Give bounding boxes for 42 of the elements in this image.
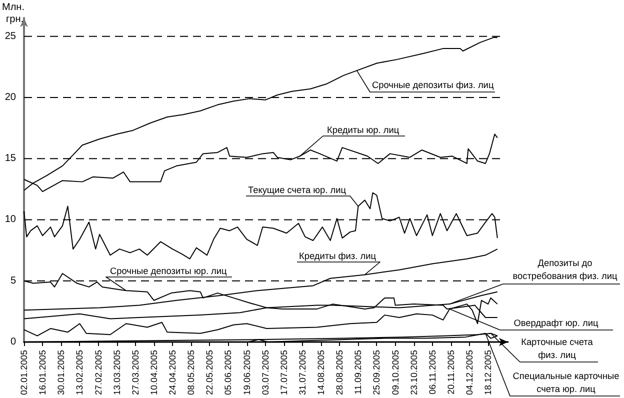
x-tick-label: 24.04.2005: [168, 350, 178, 396]
x-tick-label: 05.06.2005: [223, 350, 234, 396]
x-tick-label: 23.10.2005: [408, 350, 419, 396]
legend-label: Карточные счета физ. лиц: [521, 337, 594, 360]
x-tick-label: 27.02.2005: [93, 350, 104, 396]
x-tick-label: 22.05.2005: [204, 350, 215, 396]
x-tick-label: 11.09.2005: [353, 350, 364, 394]
x-tick-label: 04.12.2005: [464, 350, 475, 396]
x-tick-label: 13.02.2005: [74, 350, 85, 396]
x-tick-label: 30.01.2005: [56, 350, 66, 396]
text: Депозиты до востребования физ. лиц: [512, 258, 618, 281]
y-axis-title: Млн. грн.: [2, 2, 24, 25]
x-tick-label: 02.01.2005: [19, 350, 29, 396]
y-tick-label: 0: [10, 336, 16, 348]
x-tick-label: 10.04.2005: [148, 350, 159, 396]
x-tick-label: 20.11.2005: [446, 350, 456, 394]
x-tick-label: 18.12.2005: [483, 350, 494, 396]
x-tick-label: 19.06.2005: [242, 350, 252, 396]
x-tick-label: 03.07.2005: [260, 350, 270, 396]
x-tick-label: 16.01.2005: [38, 350, 48, 396]
series-label: Текущие счета юр. лиц: [248, 185, 347, 195]
text: Кредиты юр. лиц: [327, 125, 400, 135]
x-tick-label: 25.09.2005: [372, 350, 382, 396]
series-label: Срочные депозиты физ. лиц: [372, 80, 494, 90]
x-tick-label: 27.03.2005: [130, 350, 140, 396]
text: Овердрафт юр. лиц: [514, 318, 599, 328]
series-label: Кредиты физ. лиц: [299, 251, 377, 261]
x-tick-label: 14.08.2005: [316, 350, 326, 396]
x-tick-label: 17.07.2005: [278, 350, 289, 396]
y-tick-label: 10: [4, 214, 16, 226]
x-tick-label: 06.11.2005: [427, 350, 438, 394]
y-tick-label: 5: [10, 275, 16, 286]
series-label: Срочные депозиты юр. лиц: [110, 266, 228, 276]
x-tick-label: 31.07.2005: [297, 350, 308, 396]
x-tick-label: 28.08.2005: [334, 350, 345, 396]
y-tick-label: 15: [4, 153, 16, 164]
text: Специальные карточные счета юр. лиц: [512, 371, 620, 394]
x-tick-label: 09.10.2005: [390, 350, 400, 396]
x-tick-label: 08.05.2005: [186, 350, 196, 396]
y-tick-label: 25: [4, 30, 16, 42]
y-tick-label: 20: [4, 92, 16, 103]
x-tick-label: 13.03.2005: [112, 350, 122, 396]
